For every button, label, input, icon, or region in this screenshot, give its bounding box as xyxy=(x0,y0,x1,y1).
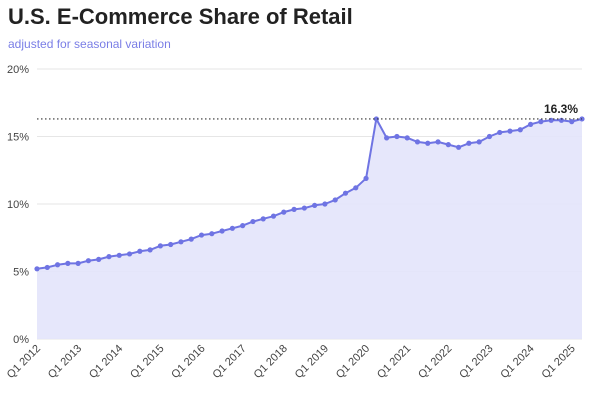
data-point xyxy=(363,175,369,181)
data-point xyxy=(486,133,493,140)
data-point xyxy=(414,139,421,145)
data-point xyxy=(394,133,400,140)
data-point xyxy=(497,129,503,136)
data-point xyxy=(147,247,153,253)
reference-label: 16.3% xyxy=(544,102,578,116)
x-tick-label: Q1 2016 xyxy=(169,343,207,381)
data-point xyxy=(312,202,318,208)
data-point xyxy=(209,231,215,237)
data-point xyxy=(75,260,81,266)
x-tick-label: Q1 2025 xyxy=(540,343,578,381)
data-point xyxy=(44,264,50,271)
data-point xyxy=(229,225,235,231)
data-point xyxy=(219,228,225,234)
chart-title: U.S. E-Commerce Share of Retail xyxy=(8,4,353,29)
x-tick-label: Q1 2024 xyxy=(498,343,536,381)
data-point xyxy=(198,232,205,238)
data-point xyxy=(425,140,431,146)
series-points xyxy=(34,116,585,272)
data-point xyxy=(34,266,40,272)
data-point xyxy=(538,119,544,125)
data-point xyxy=(384,135,390,141)
chart-subtitle: adjusted for seasonal variation xyxy=(8,37,171,51)
data-point xyxy=(126,251,133,257)
data-point xyxy=(507,128,513,134)
data-point xyxy=(517,127,523,133)
data-point xyxy=(569,119,575,125)
x-tick-label: Q1 2019 xyxy=(293,343,331,381)
data-point xyxy=(456,144,462,150)
data-point xyxy=(332,197,338,203)
data-point xyxy=(260,216,266,222)
y-tick-label: 20% xyxy=(7,64,29,76)
data-point xyxy=(250,218,256,225)
y-tick-label: 5% xyxy=(13,267,29,279)
x-tick-label: Q1 2017 xyxy=(210,343,248,381)
data-point xyxy=(342,190,349,196)
data-point xyxy=(137,248,143,254)
x-tick-label: Q1 2022 xyxy=(416,343,454,381)
x-tick-label: Q1 2020 xyxy=(334,343,372,381)
data-point xyxy=(188,236,194,242)
data-point xyxy=(270,213,277,219)
data-point xyxy=(527,121,534,127)
data-point xyxy=(322,201,328,207)
x-tick-label: Q1 2021 xyxy=(375,343,413,381)
data-point xyxy=(476,139,482,145)
data-point xyxy=(65,260,71,266)
data-point xyxy=(435,139,441,145)
y-axis-ticks: 0% 5% 10% 15% 20% xyxy=(7,64,29,346)
x-tick-label: Q1 2015 xyxy=(128,343,166,381)
data-point xyxy=(466,140,472,146)
data-point xyxy=(178,239,184,245)
data-point xyxy=(281,209,287,215)
data-point xyxy=(240,223,246,229)
data-point xyxy=(301,205,307,211)
data-point xyxy=(54,262,61,268)
data-point xyxy=(85,258,92,264)
x-axis-ticks: Q1 2012 Q1 2013 Q1 2014 Q1 2015 Q1 2016 Q1 20… xyxy=(5,343,578,381)
data-point xyxy=(291,206,297,212)
data-point xyxy=(445,142,451,148)
x-tick-label: Q1 2012 xyxy=(5,343,43,381)
x-tick-label: Q1 2013 xyxy=(46,343,84,381)
data-point xyxy=(116,252,122,258)
x-tick-label: Q1 2023 xyxy=(457,343,495,381)
data-point xyxy=(353,185,359,191)
data-point xyxy=(168,241,174,248)
data-point xyxy=(404,135,410,141)
series-area-fill xyxy=(37,118,582,340)
data-point xyxy=(373,116,379,122)
data-point xyxy=(157,243,163,249)
y-tick-label: 10% xyxy=(7,199,29,211)
data-point xyxy=(96,256,102,262)
data-point xyxy=(558,117,565,123)
x-tick-label: Q1 2014 xyxy=(87,343,125,381)
y-tick-label: 15% xyxy=(7,132,29,144)
data-point xyxy=(106,254,112,260)
y-tick-label: 0% xyxy=(13,334,29,346)
x-tick-label: Q1 2018 xyxy=(252,343,290,381)
